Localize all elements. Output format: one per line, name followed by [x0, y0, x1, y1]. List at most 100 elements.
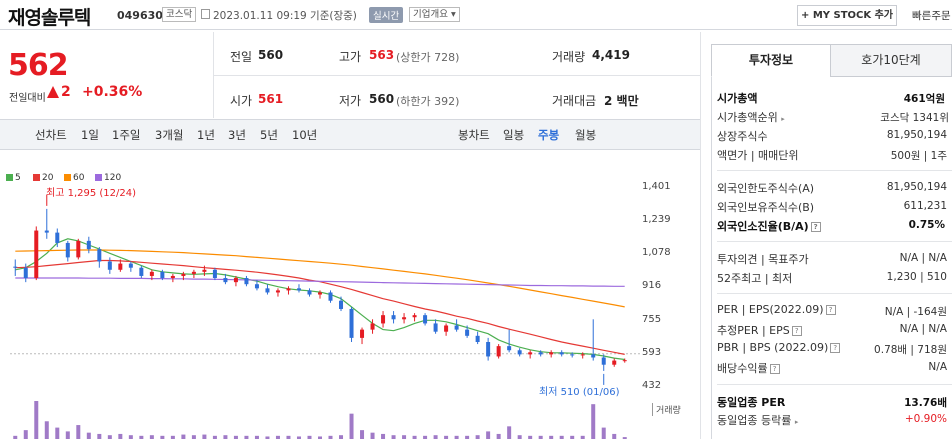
sector-per-value: 13.76배	[904, 397, 947, 409]
volume-bar	[423, 435, 428, 439]
candle-body	[402, 317, 407, 320]
pbr-value: 0.78배 | 718원	[874, 344, 947, 356]
tab-invest-info[interactable]: 투자정보	[711, 44, 831, 77]
tab-orderbook[interactable]: 호가10단계	[830, 44, 952, 77]
foreign-hold-label: 외국인보유주식수(B)	[717, 201, 815, 214]
candle-body	[170, 275, 175, 279]
candle-body	[265, 288, 270, 293]
candle-body	[65, 242, 70, 258]
volume-bar	[149, 435, 154, 439]
candle-body	[423, 315, 428, 324]
help-icon[interactable]: ?	[769, 364, 780, 374]
candle-body	[412, 315, 417, 318]
candle-body	[570, 354, 575, 356]
volume-bar	[549, 435, 554, 439]
volume-bar	[517, 435, 522, 439]
high-value: 563	[369, 48, 395, 62]
candle-body	[580, 354, 585, 356]
ma-60-line	[15, 249, 625, 308]
change-percent: +0.36%	[82, 84, 143, 100]
volume-bar	[44, 421, 49, 439]
volume-bar	[265, 436, 270, 439]
market-cap-rank-label[interactable]: 시가총액순위 ▸	[717, 111, 785, 124]
ma-20-line	[15, 259, 625, 355]
quick-order-link[interactable]: 빠른주문	[912, 10, 951, 22]
help-icon[interactable]: ?	[825, 305, 836, 315]
period-1y[interactable]: 1년	[197, 128, 215, 142]
candle-monthly[interactable]: 월봉	[575, 128, 597, 142]
candle-body	[202, 269, 207, 272]
candle-daily[interactable]: 일봉	[503, 128, 525, 142]
sector-per-label: 동일업종 PER	[717, 396, 786, 409]
period-3y[interactable]: 3년	[228, 128, 246, 142]
volume-bar	[97, 433, 102, 439]
market-cap-value: 461억원	[903, 93, 945, 105]
volume-bar	[118, 433, 123, 439]
help-icon[interactable]: ?	[791, 326, 802, 336]
current-price: 562	[8, 48, 69, 83]
period-10y[interactable]: 10년	[292, 128, 318, 142]
est-per-value: N/A | N/A	[899, 323, 947, 335]
candle-body	[44, 230, 49, 233]
candle-body	[318, 292, 322, 295]
legend-ma120: 120	[95, 173, 121, 183]
lower-limit: (하한가 392)	[396, 95, 460, 108]
help-icon[interactable]: ?	[810, 222, 821, 232]
volume-bar	[339, 435, 344, 439]
volume-bar	[160, 435, 165, 439]
candle-body	[76, 240, 81, 258]
volume-bar	[233, 435, 238, 439]
par-value-value: 500원 | 1주	[890, 150, 947, 162]
low-value: 560	[369, 92, 395, 106]
volume-bar	[360, 430, 365, 439]
volume-bar	[580, 435, 585, 439]
candle-body	[212, 269, 217, 279]
candle-body	[181, 273, 186, 276]
volume-bar	[55, 427, 60, 439]
volume-bar	[391, 435, 396, 439]
volume-bar	[296, 436, 301, 439]
period-3m[interactable]: 3개월	[155, 128, 184, 142]
triangle-up-icon	[47, 86, 59, 98]
volume-bar	[486, 431, 491, 439]
candle-body	[86, 240, 91, 250]
company-overview-dropdown[interactable]: 기업개요 ▾	[409, 7, 460, 22]
pbr-label: PBR | BPS (2022.09)?	[717, 341, 841, 354]
ma-5-line	[15, 238, 625, 361]
candle-body	[244, 278, 249, 285]
help-icon[interactable]: ?	[830, 343, 841, 353]
volume-bar	[191, 435, 196, 439]
period-1w[interactable]: 1주일	[112, 128, 141, 142]
period-1d[interactable]: 1일	[81, 128, 99, 142]
foreign-limit-label: 외국인한도주식수(A)	[717, 182, 815, 195]
candle-weekly[interactable]: 주봉	[538, 128, 560, 142]
divider	[700, 32, 701, 439]
period-5y[interactable]: 5년	[260, 128, 278, 142]
price-chart[interactable]	[0, 150, 700, 439]
par-value-label: 액면가 | 매매단위	[717, 149, 799, 162]
volume-bar	[454, 435, 459, 439]
volume-bar	[65, 431, 70, 439]
market-tag: 코스닥	[162, 7, 197, 22]
stock-code: 049630	[117, 9, 163, 22]
candle-body	[475, 335, 480, 343]
volume-bar	[507, 426, 512, 439]
prev-close-value: 560	[258, 48, 284, 62]
candle-body	[528, 352, 533, 355]
sector-change-label[interactable]: 동일업종 등락률 ▸	[717, 414, 799, 427]
candle-body	[559, 352, 564, 355]
add-my-stock-button[interactable]: + MY STOCK 추가	[797, 5, 897, 26]
volume-bar	[244, 435, 249, 439]
volume-bar	[496, 433, 501, 439]
candle-body	[370, 323, 375, 330]
volume-bar	[286, 435, 291, 439]
candle-body	[454, 325, 459, 330]
volume-bar	[181, 434, 186, 439]
legend-ma60: 60	[64, 173, 84, 183]
volume-bar	[601, 427, 606, 439]
realtime-badge[interactable]: 실시간	[369, 7, 404, 23]
calendar-icon	[201, 9, 210, 19]
candle-body	[349, 308, 354, 338]
volume-bar	[570, 435, 575, 439]
low-label: 저가	[339, 94, 362, 108]
